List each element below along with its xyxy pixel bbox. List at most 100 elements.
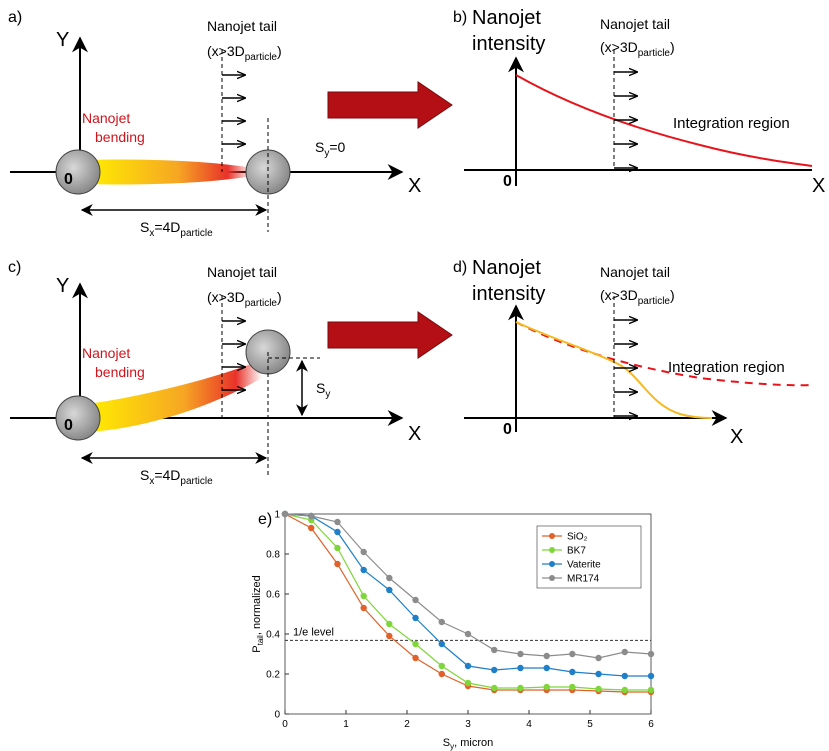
text: S (316, 380, 325, 396)
legend-label: MR174 (567, 574, 600, 585)
data-point (647, 672, 655, 680)
data-point (386, 620, 393, 628)
text: tail (256, 635, 265, 645)
data-point (334, 560, 341, 568)
sy-label: Sy=0 (315, 139, 346, 159)
threshold-label: 1/e level (293, 626, 334, 638)
panel-label: c) (8, 259, 21, 276)
text: particle (638, 48, 671, 59)
data-point (438, 662, 445, 670)
data-point (464, 662, 472, 670)
y-tick-label: 0.6 (266, 590, 280, 601)
text: Nanojet (82, 110, 130, 126)
text: y (450, 742, 454, 751)
bending-label: Nanojet bending (82, 345, 145, 380)
tail-arrows (614, 72, 637, 168)
data-point (464, 679, 472, 687)
data-point (334, 544, 341, 552)
data-point (412, 654, 419, 662)
text: y (325, 389, 330, 400)
text: S (140, 219, 149, 235)
y-tick-label: 0 (274, 710, 280, 721)
text: particle (180, 228, 213, 239)
data-point (621, 672, 628, 680)
data-point (412, 614, 419, 622)
data-point (569, 668, 576, 676)
axis-label: X (408, 423, 421, 445)
text: x (149, 228, 154, 239)
data-point (543, 652, 550, 660)
text: ) (277, 289, 282, 305)
x-tick-label: 5 (587, 719, 593, 730)
text: x (149, 476, 154, 487)
panel-label: d) (453, 259, 467, 276)
data-point (491, 684, 498, 692)
legend-swatch (549, 575, 555, 581)
data-point (386, 586, 393, 594)
x-tick-label: 2 (404, 719, 410, 730)
data-point (438, 640, 445, 648)
axis-label: Y (56, 275, 69, 297)
tail-label: Nanojet tail (207, 264, 277, 280)
bending-label: Nanojet bending (82, 110, 145, 145)
text: bending (95, 364, 145, 380)
axis-label: Nanojet intensity (472, 257, 545, 305)
data-point (334, 528, 341, 536)
x-tick-label: 1 (343, 719, 349, 730)
data-point (621, 686, 628, 694)
origin: 0 (64, 171, 73, 188)
nanojet (88, 360, 262, 432)
particle (55, 149, 101, 195)
data-point (621, 648, 628, 656)
intensity-curve (515, 74, 813, 167)
panel-label: a) (8, 9, 22, 26)
text: intensity (472, 283, 545, 305)
y-tick-label: 0.4 (266, 630, 280, 641)
text: ) (670, 287, 675, 303)
text: particle (638, 296, 671, 307)
text: , micron (454, 737, 493, 749)
data-point (308, 524, 315, 532)
data-point (360, 548, 367, 556)
text: (x>3D (207, 43, 245, 59)
x-tick-label: 3 (465, 719, 471, 730)
x-tick-label: 6 (648, 719, 654, 730)
data-point (517, 684, 524, 692)
chart: e) Sy, micron Ptail, normalized 0 1 2 3 4 5 6 0… (251, 510, 654, 751)
panel-b: b) Nanojet intensity X 0 Nanojet tail (x>… (453, 7, 825, 197)
axis-label: X (812, 175, 825, 197)
data-point (281, 510, 289, 518)
data-point (569, 650, 576, 658)
sy-label: Sy (316, 380, 330, 400)
legend-label: Vaterite (567, 560, 601, 571)
text: y (324, 148, 329, 159)
text: (x>3D (600, 287, 638, 303)
data-point (464, 630, 472, 638)
big-arrow (327, 311, 453, 359)
panel-label: b) (453, 9, 467, 26)
legend-swatch (549, 547, 555, 553)
data-point (543, 683, 550, 691)
data-point (308, 512, 315, 520)
axis-label: Nanojet intensity (472, 7, 545, 55)
data-point (360, 604, 367, 612)
axis-label: Y (56, 29, 69, 51)
data-point (595, 685, 602, 693)
legend-label: BK7 (567, 546, 586, 557)
tail-arrows (222, 75, 245, 144)
panel-d: d) Nanojet intensity X 0 Nanojet tail (x>… (453, 257, 813, 448)
tail-label: (x>3Dparticle) (600, 39, 675, 59)
text: S (443, 737, 450, 749)
region-label: Integration region (673, 115, 790, 132)
y-axis-title: Ptail, normalized (251, 575, 265, 653)
text: ) (277, 43, 282, 59)
x-axis-title: Sy, micron (443, 737, 493, 751)
data-point (360, 592, 367, 600)
nanojet (88, 159, 252, 185)
big-arrow (327, 81, 453, 129)
data-point (386, 632, 393, 640)
data-point (647, 686, 655, 694)
data-point (334, 518, 341, 526)
text: (x>3D (600, 39, 638, 55)
